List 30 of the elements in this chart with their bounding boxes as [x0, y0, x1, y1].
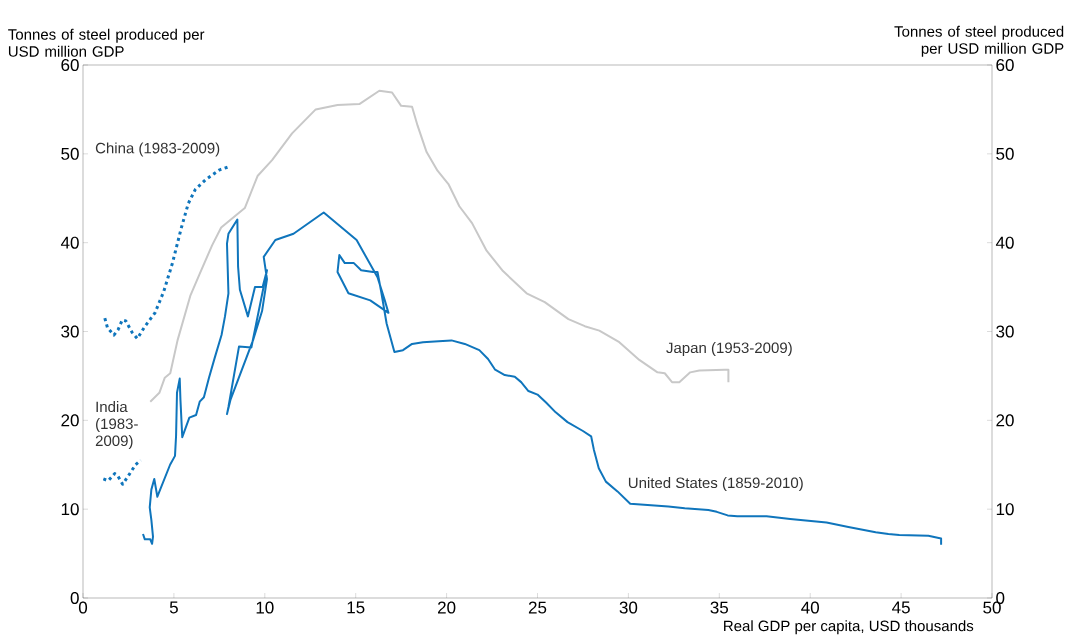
x-tick-label: 10 [256, 601, 274, 614]
x-tick-label: 40 [801, 601, 819, 614]
x-tick-label: 0 [78, 601, 88, 614]
y-tick-label: 0 [70, 591, 79, 605]
y2-tick-label: 60 [996, 58, 1014, 72]
series-label: Japan (1953-2009) [666, 342, 792, 357]
x-tick-label: 45 [892, 601, 910, 614]
y-tick-label: 60 [61, 58, 79, 72]
y2-tick-label: 50 [996, 147, 1014, 160]
series-label: United States (1859-2010) [628, 477, 803, 492]
y-tick-label: 30 [61, 325, 79, 338]
y-tick-label: 20 [61, 414, 79, 427]
y2-tick-label: 20 [996, 414, 1014, 427]
x-tick-label: 20 [438, 601, 456, 614]
x-tick-label: 15 [347, 601, 365, 614]
x-tick-label: 35 [710, 601, 729, 614]
y2-axis-title: Tonnes of steel produced per USD million GDP [894, 25, 1064, 57]
x-tick-label: 25 [528, 601, 547, 614]
x-tick-label: 30 [619, 601, 638, 614]
y2-tick-label: 10 [996, 503, 1014, 516]
y-tick-label: 50 [61, 147, 79, 160]
y2-tick-label: 40 [995, 236, 1014, 249]
x-tick-label: 5 [169, 601, 178, 614]
y-tick-label: 10 [61, 503, 79, 516]
series-label: India (1983-2009) [95, 401, 138, 450]
series-label: China (1983-2009) [95, 142, 220, 157]
y-axis-title: Tonnes of steel produced per USD million GDP [8, 28, 205, 57]
y-tick-label: 40 [60, 236, 79, 249]
x-axis-title: Real GDP per capita, USD thousands [724, 620, 974, 635]
y2-tick-label: 30 [996, 325, 1014, 338]
